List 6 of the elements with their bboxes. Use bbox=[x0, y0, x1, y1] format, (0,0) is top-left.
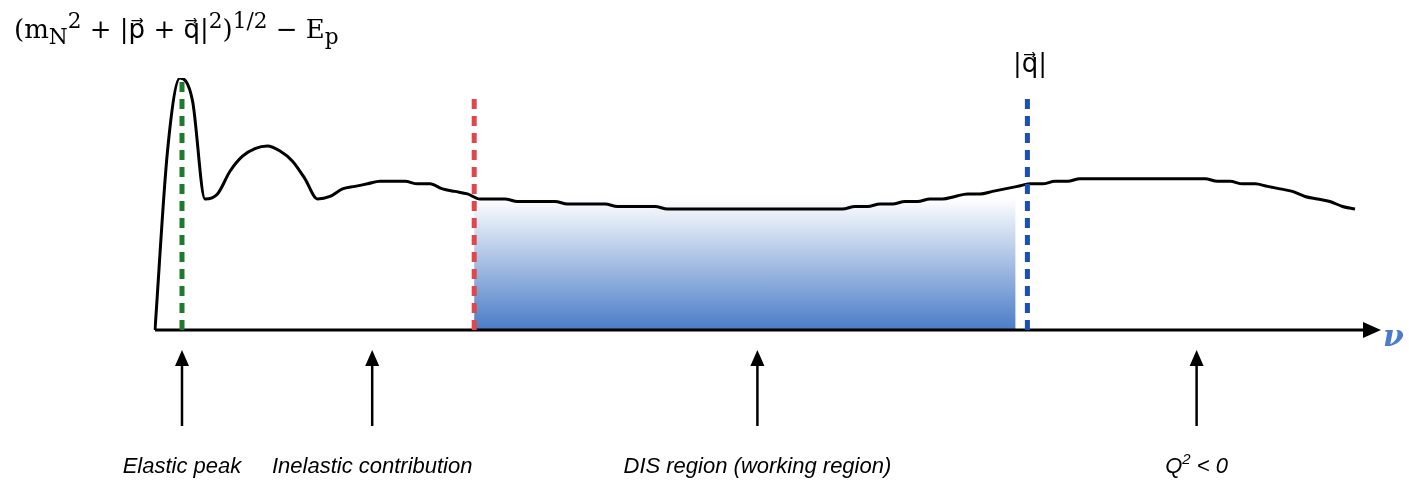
text: Inelastic contribution bbox=[271, 453, 473, 478]
text: DIS region (working region) bbox=[623, 453, 892, 478]
text: Elastic peak bbox=[122, 453, 242, 478]
annotation: |q⃗| bbox=[1012, 48, 1048, 80]
text: (m$_{N}$$^{2}$ + |p⃗ + q⃗|$^{2}$)$^{1/2}$ − E$_{p}$ bbox=[14, 8, 339, 49]
x-axis-title: ν bbox=[1383, 317, 1404, 353]
